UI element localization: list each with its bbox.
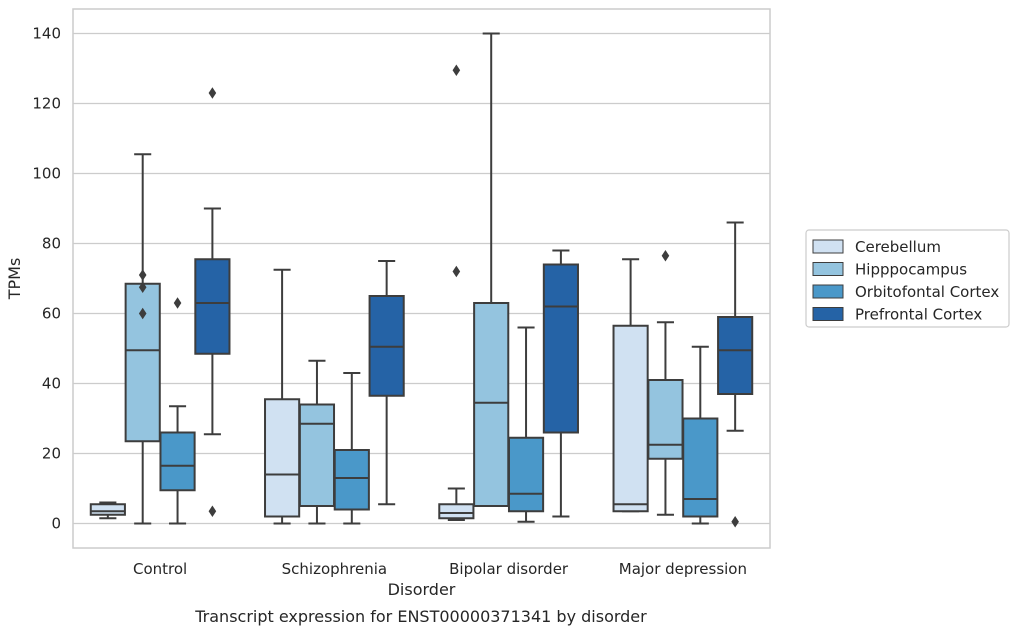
legend: Cerebellum Hipppocampus Orbitofontal Corte… — [805, 229, 1010, 328]
outlier-point — [138, 269, 147, 281]
iqr-box — [717, 316, 754, 395]
iqr-box — [194, 258, 231, 355]
y-tick-label-80: 80 — [42, 235, 61, 253]
boxes — [89, 32, 754, 528]
iqr-box — [542, 263, 579, 434]
y-tick-labels: 0 20 40 60 80 100 120 140 — [32, 25, 61, 533]
box-4-3 — [682, 345, 719, 525]
box-2-3 — [333, 372, 370, 525]
legend-label-3: Orbitofontal Cortex — [855, 283, 999, 301]
legend-frame — [805, 229, 1010, 328]
y-tick-label-100: 100 — [32, 165, 61, 183]
box-3-1 — [438, 64, 475, 521]
y-axis-label: TPMs — [5, 258, 24, 301]
iqr-box — [647, 379, 684, 460]
outlier-point — [138, 307, 147, 320]
chart-caption: Transcript expression for ENST0000037134… — [194, 607, 647, 626]
x-axis-label: Disorder — [388, 580, 456, 599]
outlier-point — [452, 265, 461, 278]
box-3-2 — [473, 32, 510, 507]
outlier-point — [173, 297, 182, 309]
outlier-point — [661, 249, 670, 262]
box-1-4 — [194, 87, 231, 518]
box-4-4 — [717, 221, 754, 528]
iqr-box — [159, 431, 196, 492]
y-tick-label-20: 20 — [42, 445, 61, 463]
box-1-1 — [89, 501, 126, 520]
x-tick-label-2: Schizophrenia — [282, 560, 387, 578]
box-2-4 — [368, 260, 405, 506]
x-tick-labels: Control Schizophrenia Bipolar disorder Majo… — [133, 560, 747, 578]
plot-frame — [72, 8, 771, 549]
iqr-box — [473, 302, 510, 507]
box-4-1 — [612, 258, 649, 513]
iqr-box — [264, 398, 301, 518]
legend-label-2: Hipppocampus — [855, 261, 967, 279]
x-tick-label-1: Control — [133, 560, 187, 578]
legend-swatch-2 — [812, 262, 844, 276]
legend-label-1: Cerebellum — [855, 238, 941, 256]
iqr-box — [124, 282, 161, 443]
box-2-1 — [264, 268, 301, 525]
legend-swatch-1 — [812, 239, 844, 254]
iqr-box — [89, 503, 126, 516]
iqr-box — [507, 436, 545, 513]
box-3-4 — [542, 249, 579, 518]
box-2-2 — [298, 359, 336, 525]
legend-swatch-4 — [812, 307, 844, 321]
y-tick-label-120: 120 — [32, 95, 61, 113]
y-tick-label-40: 40 — [42, 375, 61, 393]
iqr-box — [682, 417, 719, 518]
outlier-point — [208, 505, 217, 518]
y-tick-label-60: 60 — [42, 305, 61, 323]
y-tick-label-140: 140 — [32, 25, 61, 43]
box-3-3 — [507, 326, 545, 523]
x-tick-label-4: Major depression — [619, 560, 747, 578]
legend-label-4: Prefrontal Cortex — [855, 306, 982, 324]
box-1-3 — [159, 297, 196, 525]
outlier-point — [138, 281, 147, 294]
outlier-point — [452, 64, 461, 77]
iqr-box — [612, 324, 649, 513]
iqr-box — [333, 449, 370, 511]
x-tick-label-3: Bipolar disorder — [449, 560, 569, 578]
iqr-box — [438, 503, 475, 520]
y-tick-label-0: 0 — [51, 515, 61, 533]
box-1-2 — [124, 153, 161, 525]
iqr-box — [298, 403, 336, 507]
legend-swatch-3 — [812, 284, 844, 299]
outlier-point — [208, 87, 217, 99]
outlier-point — [731, 515, 739, 528]
box-4-2 — [647, 249, 684, 516]
